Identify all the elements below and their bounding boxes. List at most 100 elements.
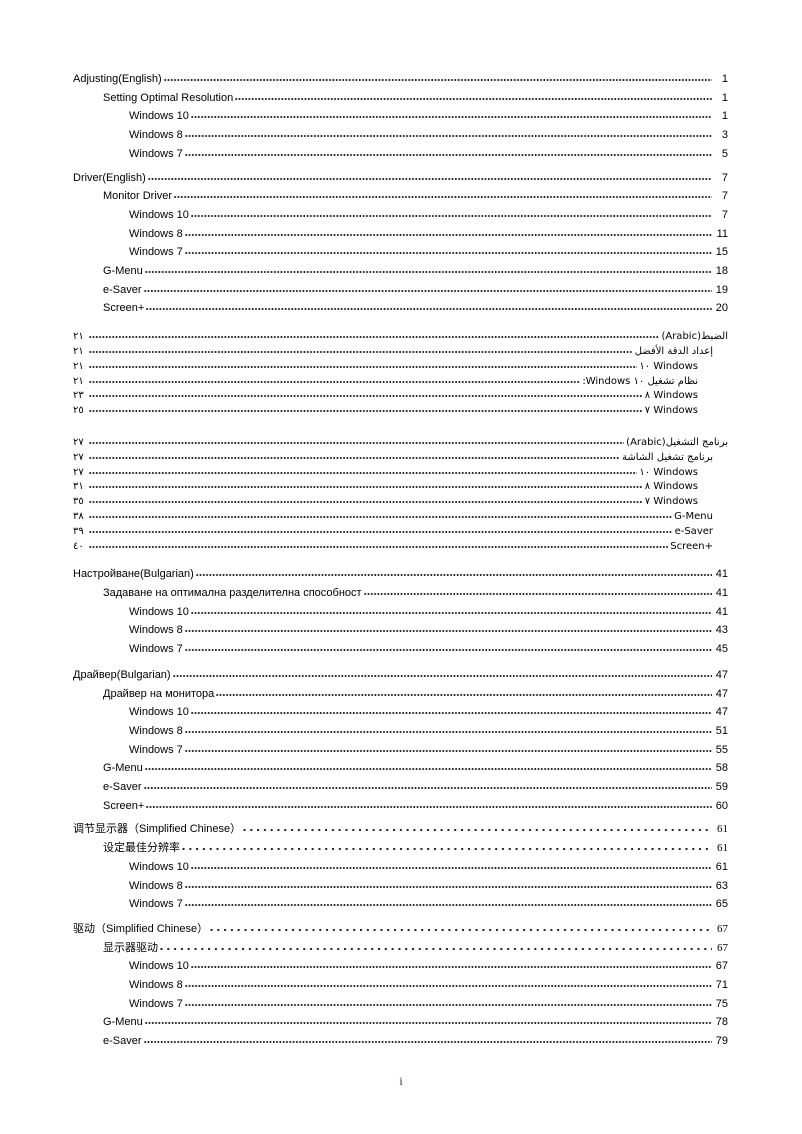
toc-entry-page: ٣٩ xyxy=(73,525,84,537)
toc-entry[interactable]: Windows 7 65 xyxy=(73,895,728,914)
toc-entry-label: Задаване на оптимална разделителна спосо… xyxy=(103,587,362,599)
toc-entry-page: 3 xyxy=(721,129,728,142)
toc-entry-label: Windows 8 xyxy=(129,724,183,737)
dot-leader xyxy=(89,514,673,519)
toc-entry[interactable]: G-Menu 58 xyxy=(73,759,728,778)
toc-entry[interactable]: الضبط(Arabic) ٢١ xyxy=(73,330,728,345)
toc-entry[interactable]: Драйвер на монитора 47 xyxy=(73,685,728,704)
toc-entry-page: ٢١ xyxy=(73,331,84,343)
toc-entry[interactable]: ١٠ Windows ٢٧ xyxy=(73,466,728,481)
toc-entry[interactable]: Driver(English) 7 xyxy=(73,169,728,188)
toc-entry[interactable]: e-Saver 19 xyxy=(73,281,728,300)
toc-entry-label: إعداد الدقة الأفضل xyxy=(634,345,713,357)
toc-entry-label: ٧ Windows xyxy=(644,405,698,417)
toc-entry-label: Monitor Driver xyxy=(103,190,173,203)
toc-entry-label: Windows 10 xyxy=(129,208,189,221)
dot-leader xyxy=(184,134,712,139)
toc-entry[interactable]: Windows 7 75 xyxy=(73,995,728,1014)
toc-entry-label: ١٠ Windows xyxy=(639,466,698,478)
toc-entry-label: Windows 7 xyxy=(129,147,183,160)
toc-entry-page: 58 xyxy=(715,762,728,775)
toc-entry-page: 63 xyxy=(715,879,728,892)
toc-entry[interactable]: G-Menu ٣٨ xyxy=(73,510,728,525)
toc-entry[interactable]: ١٠ Windows ٢١ xyxy=(73,360,728,375)
toc-entry-label: Драйвер на монитора xyxy=(103,687,215,700)
toc-entry[interactable]: Adjusting(English) 1 xyxy=(73,70,728,89)
toc-entry[interactable]: نظام تشغيل ١٠ Windows: ٢١ xyxy=(73,375,728,390)
toc-entry[interactable]: Windows 10 67 xyxy=(73,957,728,976)
toc-entry-page: 41 xyxy=(715,568,728,581)
toc-entry[interactable]: Windows 7 45 xyxy=(73,640,728,659)
toc-entry-page: 7 xyxy=(721,208,728,221)
toc-section-driver-arabic: برنامج التشغيل(Arabic) ٢٧ برنامج تشغيل الش… xyxy=(73,436,728,554)
toc-entry[interactable]: Windows 8 51 xyxy=(73,722,728,741)
toc-entry[interactable]: Monitor Driver 7 xyxy=(73,187,728,206)
dot-leader xyxy=(210,927,712,932)
toc-entry-page: 55 xyxy=(715,743,728,756)
toc-entry-page: 45 xyxy=(715,643,728,656)
toc-entry[interactable]: Windows 10 61 xyxy=(73,858,728,877)
toc-entry[interactable]: ٨ Windows ٣١ xyxy=(73,480,728,495)
toc-entry[interactable]: Windows 10 41 xyxy=(73,603,728,622)
toc-entry-label: e-Saver xyxy=(103,283,142,296)
dot-leader xyxy=(243,828,712,833)
toc-entry[interactable]: Windows 8 43 xyxy=(73,621,728,640)
toc-entry[interactable]: G-Menu 78 xyxy=(73,1013,728,1032)
toc-entry[interactable]: Windows 7 55 xyxy=(73,741,728,760)
toc-entry[interactable]: Windows 10 47 xyxy=(73,703,728,722)
dot-leader xyxy=(89,394,643,399)
toc-entry[interactable]: Screen+ 20 xyxy=(73,299,728,318)
toc-entry[interactable]: Windows 7 15 xyxy=(73,243,728,262)
toc-section-adjusting-simplified-chinese: 调节显示器（Simplified Chinese） 61 设定最佳分辨率 61 Wind… xyxy=(73,820,728,914)
toc-entry[interactable]: 显示器驱动 67 xyxy=(73,939,728,958)
dot-leader xyxy=(146,307,712,312)
toc-entry-page: 43 xyxy=(715,624,728,637)
toc-entry[interactable]: e-Saver 79 xyxy=(73,1032,728,1051)
toc-entry-label: برنامج التشغيل(Arabic) xyxy=(626,436,728,448)
dot-leader xyxy=(172,673,712,678)
toc-entry-label: Windows 10 xyxy=(129,110,189,123)
toc-entry[interactable]: ٧ Windows ٣٥ xyxy=(73,495,728,510)
toc-entry-page: 11 xyxy=(716,227,728,240)
toc-entry[interactable]: G-Menu 18 xyxy=(73,262,728,281)
toc-entry-page: 75 xyxy=(715,997,728,1010)
toc-entry[interactable]: Screen+ 60 xyxy=(73,797,728,816)
toc-entry[interactable]: 设定最佳分辨率 61 xyxy=(73,839,728,858)
toc-entry[interactable]: Windows 8 71 xyxy=(73,976,728,995)
toc-entry-page: ٢٧ xyxy=(73,436,84,448)
toc-entry-page: ٢٥ xyxy=(73,405,84,417)
dot-leader xyxy=(184,629,712,634)
toc-entry[interactable]: Задаване на оптимална разделителна спосо… xyxy=(73,584,728,603)
toc-entry[interactable]: 调节显示器（Simplified Chinese） 61 xyxy=(73,820,728,839)
toc-entry[interactable]: إعداد الدقة الأفضل ٢١ xyxy=(73,345,728,360)
toc-entry[interactable]: Windows 8 63 xyxy=(73,877,728,896)
toc-entry-page: 67 xyxy=(717,941,728,954)
toc-entry[interactable]: 驱动（Simplified Chinese） 67 xyxy=(73,920,728,939)
toc-entry-page: ٤٠ xyxy=(73,540,84,552)
toc-entry[interactable]: ٨ Windows ٢٣ xyxy=(73,389,728,404)
dot-leader xyxy=(174,195,712,200)
dot-leader xyxy=(144,270,712,275)
toc-entry-page: ٢٧ xyxy=(73,466,84,478)
toc-entry[interactable]: e-Saver ٣٩ xyxy=(73,525,728,540)
toc-entry-label: Windows 8 xyxy=(129,227,183,240)
toc-entry-label: Windows 7 xyxy=(129,246,183,259)
toc-entry[interactable]: e-Saver 59 xyxy=(73,778,728,797)
dot-leader xyxy=(147,176,712,181)
toc-entry[interactable]: Windows 10 1 xyxy=(73,107,728,126)
toc-entry[interactable]: Настройване(Bulgarian) 41 xyxy=(73,565,728,584)
toc-entry[interactable]: برنامج تشغيل الشاشة ٢٧ xyxy=(73,451,728,466)
dot-leader xyxy=(216,692,712,697)
toc-entry-label: e-Saver xyxy=(103,781,142,794)
toc-entry[interactable]: Windows 8 3 xyxy=(73,126,728,145)
toc-entry[interactable]: Setting Optimal Resolution 1 xyxy=(73,89,728,108)
toc-entry[interactable]: Windows 8 11 xyxy=(73,225,728,244)
toc-entry[interactable]: برنامج التشغيل(Arabic) ٢٧ xyxy=(73,436,728,451)
toc-entry-label: e-Saver xyxy=(674,525,713,537)
toc-entry-page: 1 xyxy=(721,110,728,123)
toc-entry[interactable]: Windows 7 5 xyxy=(73,145,728,164)
toc-entry[interactable]: Windows 10 7 xyxy=(73,206,728,225)
toc-entry[interactable]: Драйвер(Bulgarian) 47 xyxy=(73,666,728,685)
toc-entry[interactable]: ٧ Windows ٢٥ xyxy=(73,404,728,419)
toc-entry[interactable]: Screen+ ٤٠ xyxy=(73,540,728,555)
